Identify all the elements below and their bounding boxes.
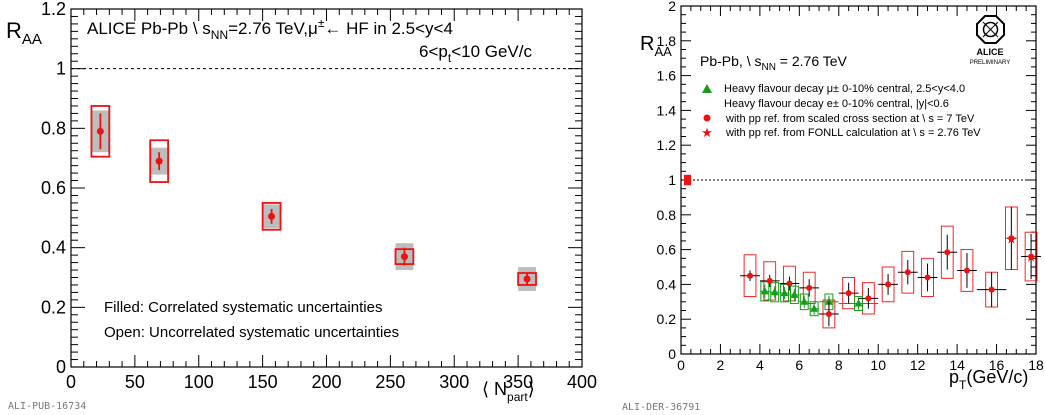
right-chart: RAA Pb-Pb, \ sNN = 2.76 TeV ALICE PRELIM… bbox=[622, 0, 1044, 413]
right-xtick-label: 18 bbox=[1028, 357, 1044, 373]
right-electron-circle-marker bbox=[904, 269, 911, 276]
right-xtick-label: 2 bbox=[717, 357, 725, 373]
right-electron-circle-marker bbox=[747, 272, 754, 279]
left-data-point bbox=[400, 253, 408, 261]
left-ytick-label: 0.6 bbox=[41, 178, 66, 198]
legend-entry-electron: Heavy flavour decay e± 0-10% central, |y… bbox=[724, 98, 949, 110]
right-muon-marker bbox=[854, 299, 863, 307]
alice-logo: ALICE PRELIMINARY bbox=[970, 15, 1011, 66]
left-xlabel: ⟨ Npart⟩ bbox=[482, 379, 535, 404]
legend-star-marker: ★ bbox=[701, 126, 713, 141]
left-ytick-label: 0.2 bbox=[41, 297, 66, 317]
left-ytick-label: 0.8 bbox=[41, 118, 66, 138]
left-xtick-label: 200 bbox=[311, 372, 341, 392]
right-ylabel: RAA bbox=[640, 33, 672, 59]
left-data-point bbox=[96, 127, 104, 135]
left-title: ALICE Pb-Pb \ sNN=2.76 TeV,μ±← HF in 2.5… bbox=[87, 16, 453, 42]
right-electron-circle-marker bbox=[944, 249, 951, 256]
right-ytick-label: 1.4 bbox=[657, 102, 677, 118]
right-xtick-label: 12 bbox=[910, 357, 926, 373]
right-footer: ALI-DER-36791 bbox=[622, 402, 700, 413]
left-note-filled: Filled: Correlated systematic uncertaint… bbox=[104, 299, 382, 316]
right-ytick-label: 1 bbox=[668, 172, 676, 188]
right-ytick-label: 0.6 bbox=[657, 242, 677, 258]
right-muon-marker bbox=[780, 288, 789, 297]
right-xtick-label: 8 bbox=[835, 357, 843, 373]
right-xtick-label: 16 bbox=[989, 357, 1005, 373]
right-ytick-label: 0.2 bbox=[657, 311, 677, 327]
left-ytick-label: 0.4 bbox=[41, 238, 66, 258]
right-electron-star-marker: ★ bbox=[1006, 232, 1018, 247]
legend-entry-muon: Heavy flavour decay μ± 0-10% central, 2.… bbox=[724, 83, 965, 95]
right-electron-circle-marker bbox=[1008, 235, 1015, 242]
left-data-point bbox=[523, 275, 531, 283]
left-ytick-label: 1.2 bbox=[41, 0, 66, 19]
right-normalization-box bbox=[684, 174, 691, 186]
right-xtick-label: 10 bbox=[870, 357, 886, 373]
legend-triangle-marker bbox=[702, 84, 712, 93]
right-electron-circle-marker bbox=[885, 281, 892, 288]
right-muon-marker bbox=[810, 304, 819, 312]
left-ylabel: RAA bbox=[6, 18, 42, 48]
right-ytick-label: 2 bbox=[668, 0, 676, 14]
left-xtick-label: 250 bbox=[375, 372, 405, 392]
right-muon-marker bbox=[770, 287, 779, 296]
right-ytick-label: 0.8 bbox=[657, 207, 677, 223]
legend-circle-marker bbox=[703, 114, 711, 122]
alice-logo-text: ALICE bbox=[977, 47, 1004, 57]
left-xtick-label: 300 bbox=[439, 372, 469, 392]
left-ytick-label: 1 bbox=[56, 59, 66, 79]
right-xtick-label: 0 bbox=[677, 357, 685, 373]
legend-entry-fonll: with pp ref. from FONLL calculation at \… bbox=[725, 127, 981, 139]
right-xtick-label: 6 bbox=[795, 357, 803, 373]
left-subtitle: 6<pt<10 GeV/c bbox=[419, 42, 532, 65]
left-footer: ALI-PUB-16734 bbox=[8, 401, 86, 412]
left-xtick-label: 150 bbox=[248, 372, 278, 392]
right-ytick-label: 1.2 bbox=[657, 137, 677, 153]
right-xtick-label: 14 bbox=[949, 357, 965, 373]
right-muon-marker bbox=[824, 297, 833, 305]
left-data-point bbox=[155, 157, 163, 165]
left-note-open: Open: Uncorrelated systematic uncertaint… bbox=[104, 324, 399, 341]
left-xtick-label: 400 bbox=[567, 372, 597, 392]
right-electron-circle-marker bbox=[963, 267, 970, 274]
left-xtick-label: 50 bbox=[125, 372, 145, 392]
right-electron-circle-marker bbox=[806, 284, 813, 291]
right-ytick-label: 1.6 bbox=[657, 68, 677, 84]
right-xlabel: pT(GeV/c) bbox=[949, 367, 1028, 392]
right-ytick-label: 0 bbox=[668, 346, 676, 362]
right-muon-marker bbox=[800, 297, 809, 305]
right-system-label: Pb-Pb, \ sNN = 2.76 TeV bbox=[700, 53, 848, 73]
right-electron-circle-marker bbox=[924, 274, 931, 281]
left-xtick-label: 0 bbox=[66, 372, 76, 392]
right-electron-circle-marker bbox=[766, 277, 773, 284]
left-ytick-label: 0 bbox=[56, 357, 66, 377]
right-electron-circle-marker bbox=[845, 290, 852, 297]
legend-entry-scaled: with pp ref. from scaled cross section a… bbox=[725, 113, 975, 125]
left-data-point bbox=[268, 212, 276, 220]
right-electron-circle-marker bbox=[1028, 253, 1035, 260]
left-uncorr-sys-box bbox=[90, 105, 111, 158]
left-chart: RAA ALICE Pb-Pb \ sNN=2.76 TeV,μ±← HF in… bbox=[6, 0, 597, 412]
left-uncorr-sys-box bbox=[261, 202, 282, 231]
left-uncorr-sys-box bbox=[149, 139, 169, 183]
right-electron-circle-marker bbox=[865, 295, 872, 302]
right-legend: Heavy flavour decay μ± 0-10% central, 2.… bbox=[701, 83, 981, 141]
right-electron-star-marker: ★ bbox=[1025, 251, 1037, 266]
right-ytick-label: 0.4 bbox=[657, 276, 677, 292]
alice-logo-subtext: PRELIMINARY bbox=[970, 60, 1011, 66]
right-xtick-label: 4 bbox=[756, 357, 764, 373]
right-muon-marker bbox=[790, 290, 799, 298]
left-xtick-label: 100 bbox=[184, 372, 214, 392]
right-electron-circle-marker bbox=[825, 310, 832, 317]
right-ytick-label: 1.8 bbox=[657, 33, 677, 49]
left-xtick-label: 350 bbox=[503, 372, 533, 392]
right-muon-marker bbox=[760, 286, 769, 295]
right-electron-circle-marker bbox=[786, 280, 793, 287]
right-electron-circle-marker bbox=[988, 286, 995, 293]
